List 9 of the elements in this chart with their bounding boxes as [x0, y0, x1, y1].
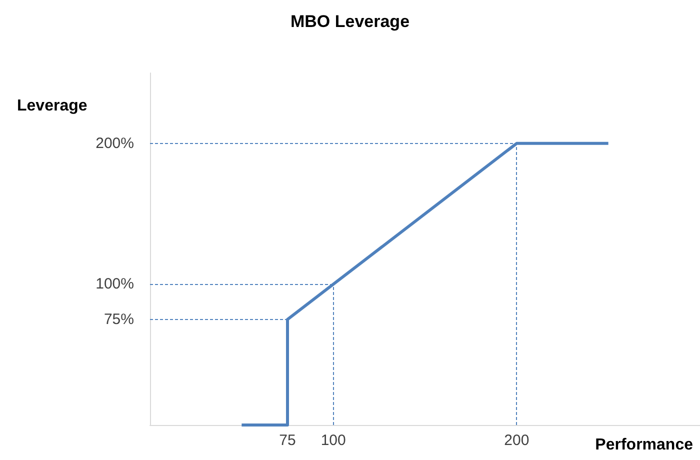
y-tick-label: 100% — [96, 276, 134, 293]
x-tick-label: 100 — [320, 432, 346, 449]
y-tick-label: 200% — [96, 134, 134, 152]
x-tick-label: 200 — [504, 432, 530, 449]
x-axis-title: Performance — [595, 436, 694, 454]
x-tick-label: 75 — [279, 432, 296, 449]
y-tick-label: 75% — [104, 310, 134, 328]
chart-title: MBO Leverage — [290, 12, 410, 31]
y-axis-title: Leverage — [17, 98, 88, 114]
